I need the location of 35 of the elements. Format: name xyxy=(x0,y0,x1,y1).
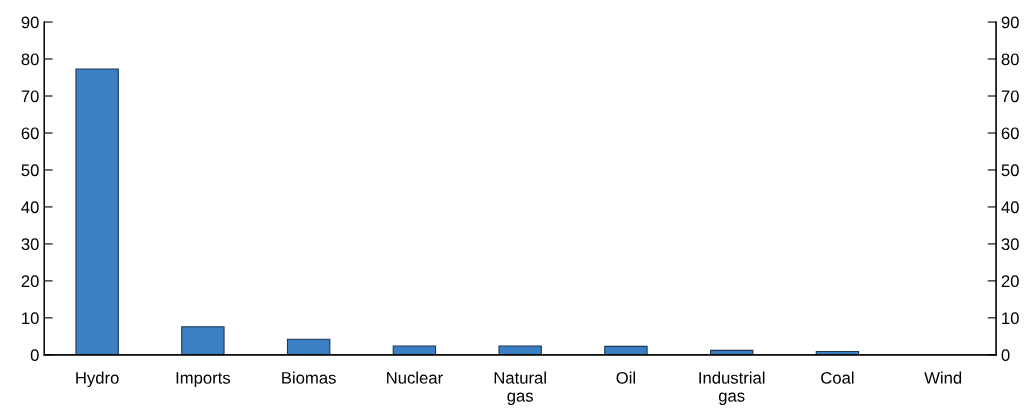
y2-tick-label: 0 xyxy=(1001,349,1010,362)
y2-tick-label: 30 xyxy=(1001,238,1019,251)
x-tick-label: Imports xyxy=(176,372,231,388)
x-tick-label: Wind xyxy=(924,371,962,384)
y-tick-label: 40 xyxy=(21,201,39,214)
x-tick-label: Biomas xyxy=(282,371,336,384)
y-tick-label: 0 xyxy=(30,349,39,362)
y-tick-label: 70 xyxy=(21,90,39,103)
y-tick-label: 90 xyxy=(21,16,39,29)
x-tick-label: Nuclear xyxy=(387,371,443,384)
y-tick-label: 10 xyxy=(22,312,39,325)
bar xyxy=(75,68,119,355)
x-tick-label: Hydro xyxy=(76,371,119,388)
bar xyxy=(392,345,437,355)
bar xyxy=(604,345,648,355)
bar xyxy=(181,326,225,355)
y-tick-label: 30 xyxy=(21,238,39,251)
y-tick-label: 50 xyxy=(21,164,39,177)
y2-tick-label: 50 xyxy=(1001,164,1019,177)
y2-tick-label: 80 xyxy=(1001,53,1019,66)
x-tick-label: Coal xyxy=(821,371,854,384)
y2-tick-label: 40 xyxy=(1001,201,1019,214)
y-tick-label: 60 xyxy=(21,127,39,140)
x-tick-label: Industrial gas xyxy=(699,371,765,405)
y2-tick-label: 70 xyxy=(1001,90,1019,103)
y-tick-label: 20 xyxy=(21,275,39,288)
y2-tick-label: 10 xyxy=(1002,312,1019,325)
x-tick-label: Oil xyxy=(616,371,635,384)
y2-tick-label: 20 xyxy=(1001,275,1019,288)
bar xyxy=(286,338,331,355)
x-tick-label: Natural gas xyxy=(494,371,546,405)
y2-tick-label: 60 xyxy=(1001,127,1019,140)
y2-tick-label: 90 xyxy=(1001,16,1019,29)
bar xyxy=(498,345,542,355)
y-tick-label: 80 xyxy=(21,53,39,66)
